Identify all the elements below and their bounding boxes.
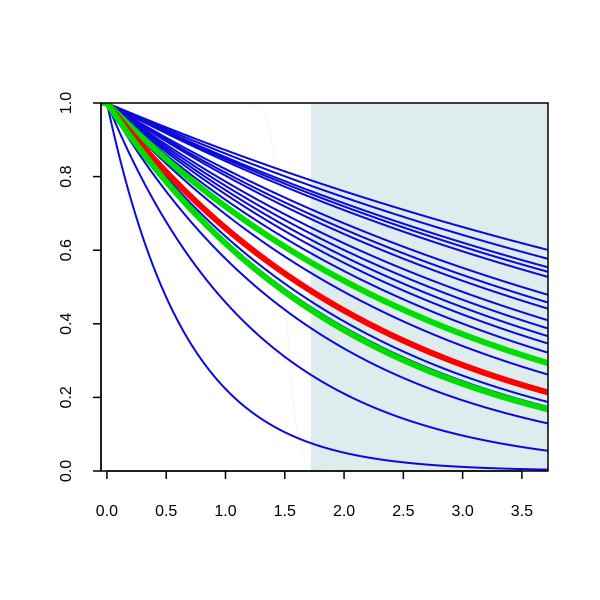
x-tick-label: 3.5 bbox=[511, 503, 533, 520]
curve-blue-9 bbox=[101, 103, 548, 330]
curve-blue-8 bbox=[101, 103, 548, 322]
curve-blue-12 bbox=[101, 103, 548, 354]
x-tick-label: 1.5 bbox=[274, 503, 296, 520]
x-tick-label: 3.0 bbox=[452, 503, 474, 520]
curve-blue-6 bbox=[101, 103, 548, 304]
y-tick-label: 0.6 bbox=[58, 239, 75, 261]
y-tick-label: 0.4 bbox=[58, 313, 75, 335]
curve-blue-14 bbox=[101, 103, 548, 376]
y-tick-label: 0.8 bbox=[58, 165, 75, 187]
x-tick-label: 0.5 bbox=[155, 503, 177, 520]
y-tick-label: 0.0 bbox=[58, 460, 75, 482]
y-axis: 0.0 0.2 0.4 0.6 0.8 1.0 bbox=[58, 92, 102, 482]
curve-blue-7 bbox=[101, 103, 548, 310]
curve-blue-20 bbox=[101, 103, 548, 471]
curve-green-26 bbox=[101, 103, 548, 367]
x-tick-label: 2.0 bbox=[333, 503, 355, 520]
y-tick-label: 1.0 bbox=[58, 92, 75, 114]
x-tick-label: 2.5 bbox=[392, 503, 414, 520]
curve-green-28 bbox=[101, 103, 548, 413]
curve-red-27 bbox=[101, 103, 548, 396]
x-axis: 0.0 0.5 1.0 1.5 2.0 2.5 3.0 3.5 bbox=[96, 470, 533, 520]
curve-blue-10 bbox=[101, 103, 548, 338]
curve-blue-0 bbox=[101, 103, 548, 251]
curve-blue-1 bbox=[101, 103, 548, 260]
curve-blue-3 bbox=[101, 103, 548, 273]
x-tick-label: 1.0 bbox=[214, 503, 236, 520]
curve-blue-16 bbox=[101, 103, 548, 403]
curve-blue-11 bbox=[101, 103, 548, 345]
curve-blue-19 bbox=[101, 103, 548, 452]
curves-group bbox=[101, 103, 548, 471]
curve-blue-5 bbox=[101, 103, 548, 296]
y-tick-label: 0.2 bbox=[58, 386, 75, 408]
curve-blue-2 bbox=[101, 103, 548, 269]
curve-blue-18 bbox=[101, 103, 548, 425]
x-tick-label: 0.0 bbox=[96, 503, 118, 520]
curve-blue-4 bbox=[101, 103, 548, 278]
